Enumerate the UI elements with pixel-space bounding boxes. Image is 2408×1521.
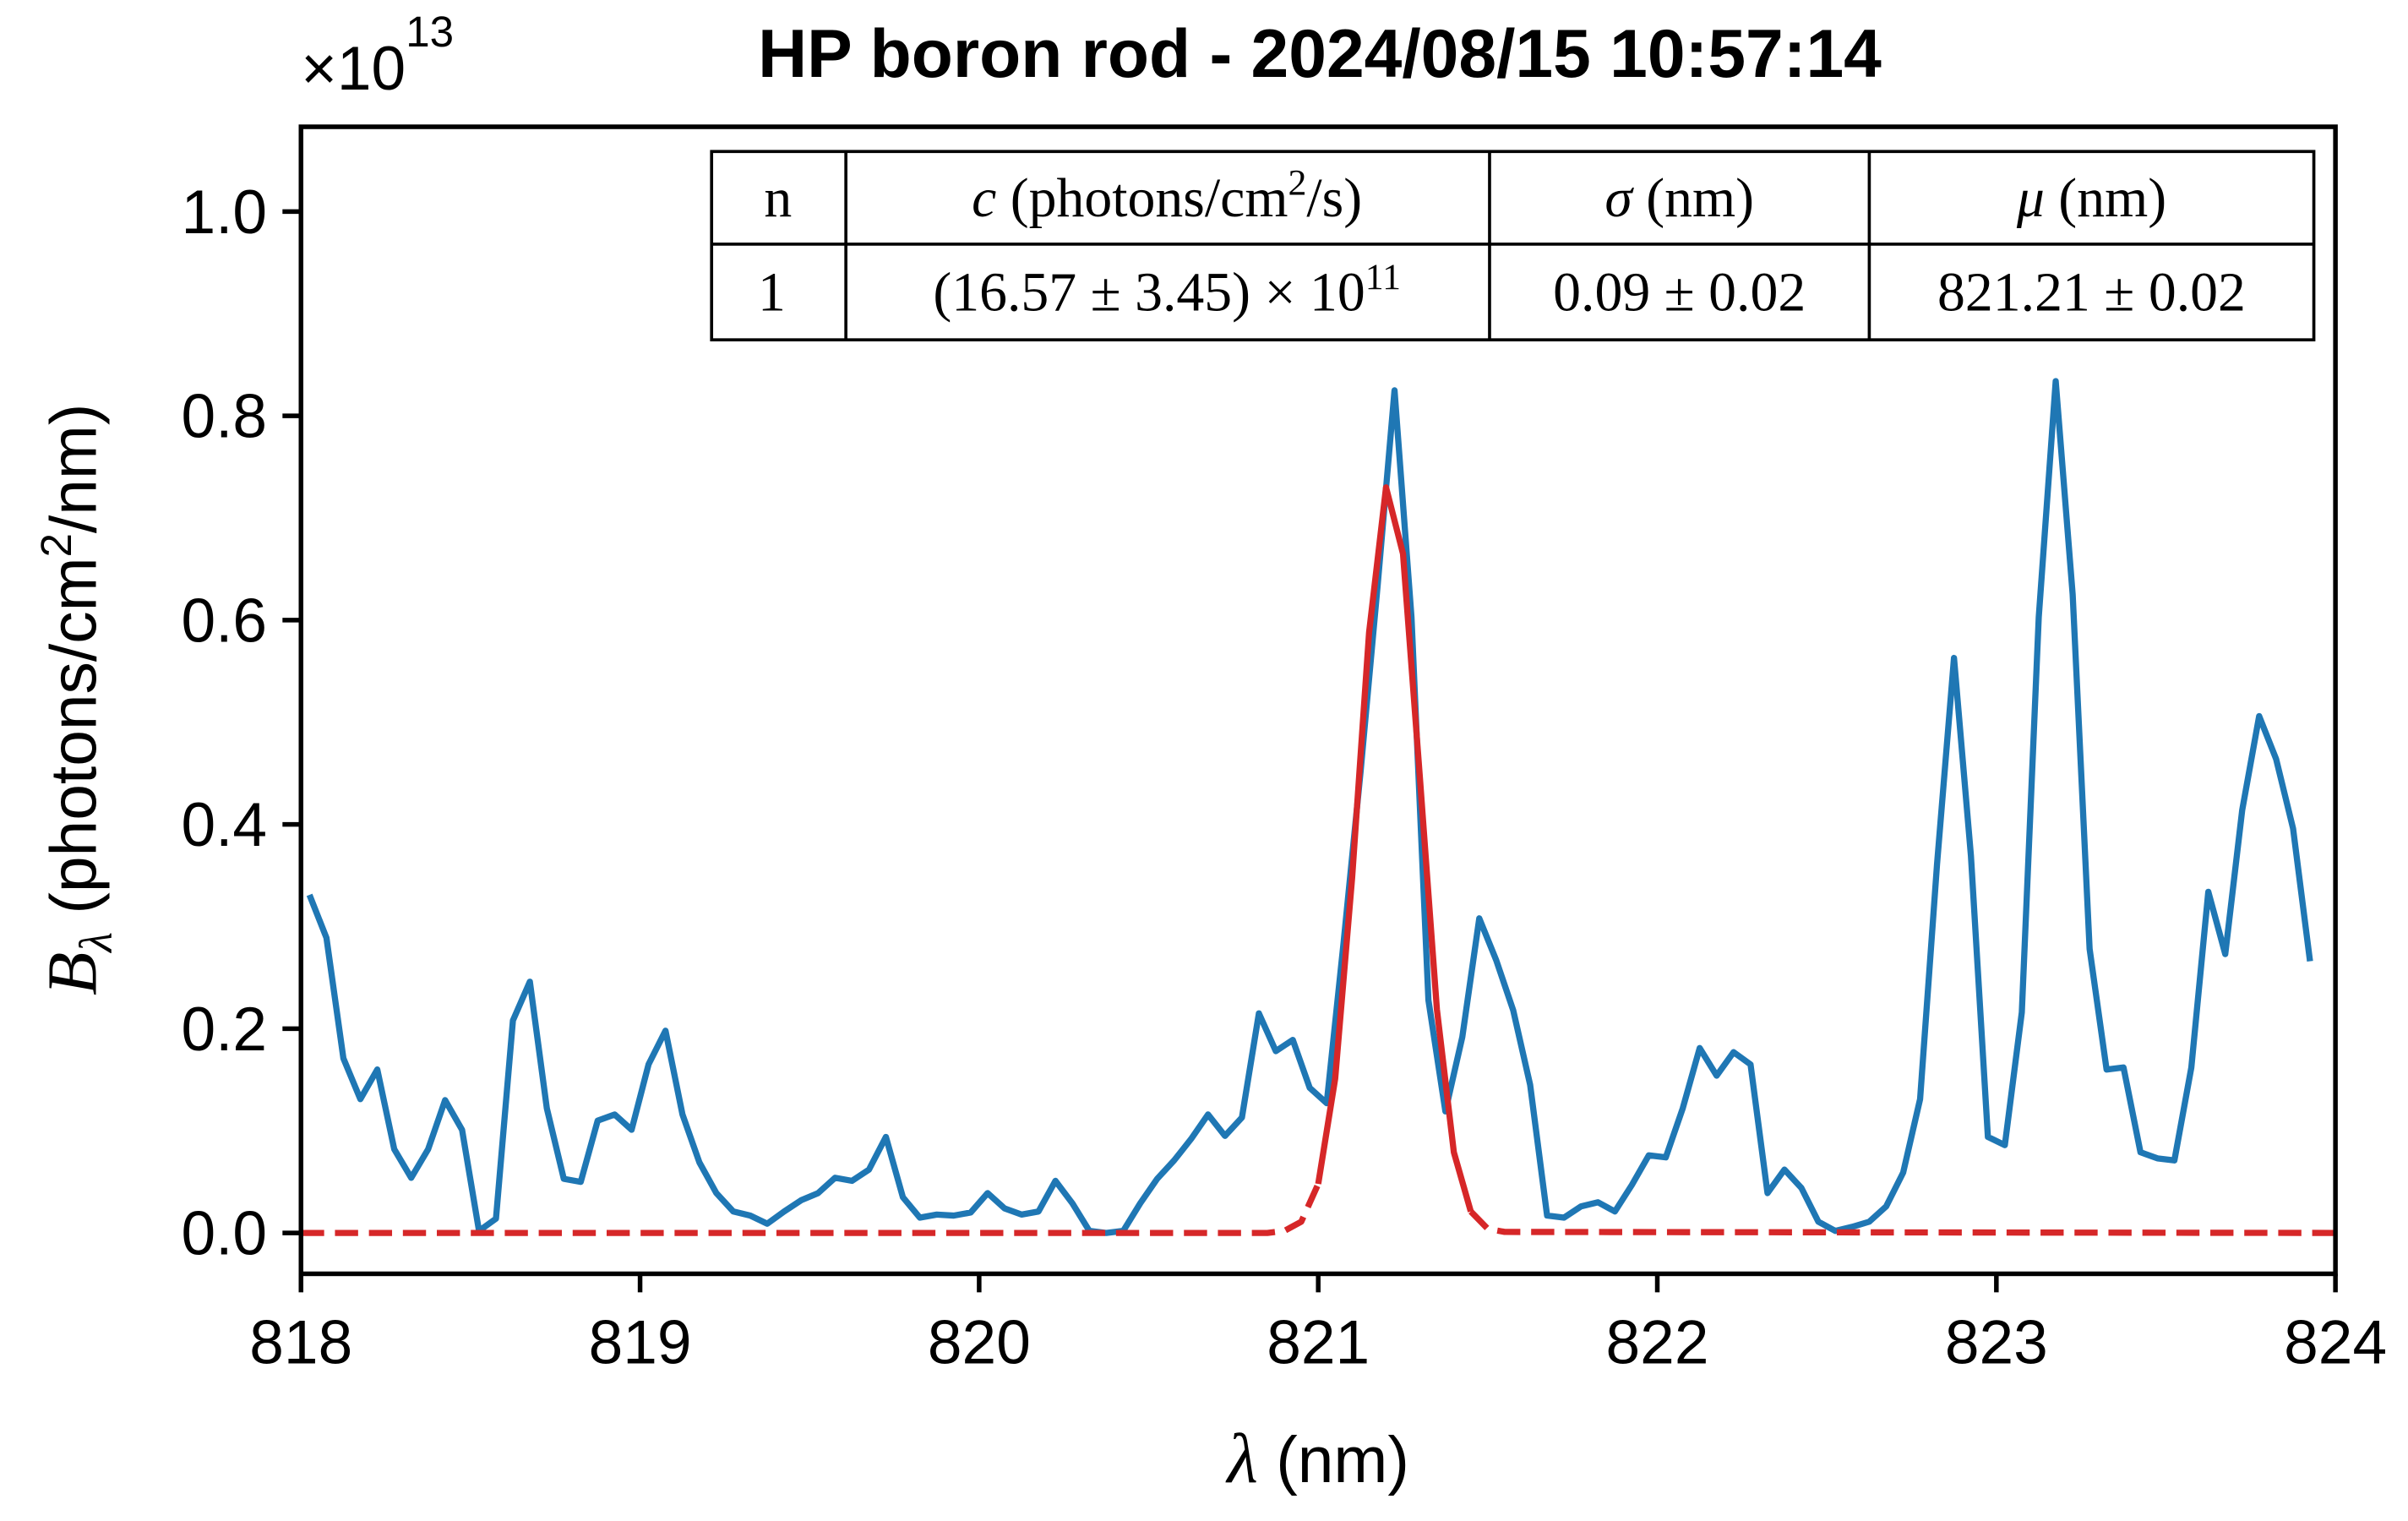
table-header: μ (nm) [2016, 167, 2166, 229]
series-line [1315, 484, 1474, 1213]
x-label-unit: (nm) [1258, 1425, 1409, 1496]
axes-frame [298, 124, 2338, 1277]
table-cell: 0.09 ± 0.02 [1553, 261, 1806, 323]
cell-main: (16.57 ± 3.45) × 10 [933, 261, 1365, 323]
y-tick-label: 1.0 [181, 178, 267, 247]
header-symbol: σ [1604, 167, 1634, 229]
y-label-symbol: B [33, 952, 112, 995]
header-symbol: c [972, 167, 996, 229]
series-line [301, 1182, 2336, 1236]
y-tick-label: 0.6 [181, 586, 267, 655]
header-symbol: μ [2016, 167, 2045, 229]
y-offset: ×1013 [301, 8, 454, 103]
series-line [306, 378, 2313, 1236]
table-cell: 1 [758, 261, 786, 323]
header-sup: 2 [1288, 162, 1306, 203]
y-label-sup: 2 [32, 533, 80, 557]
table-header: c (photons/cm2/s) [972, 162, 1362, 229]
x-tick-label: 823 [1945, 1308, 2048, 1377]
x-tick-label: 822 [1606, 1308, 1709, 1377]
y-tick-label: 0.0 [181, 1200, 267, 1268]
y-offset-exponent: 13 [406, 8, 454, 56]
x-label-symbol: λ [1224, 1420, 1257, 1498]
table-header: n [764, 167, 792, 229]
table-cell: 821.21 ± 0.02 [1937, 261, 2246, 323]
x-tick-label: 821 [1267, 1308, 1370, 1377]
chart-title: HP boron rod - 2024/08/15 10:57:14 [758, 16, 1882, 92]
y-tick-label: 0.2 [181, 995, 267, 1064]
y-label-subscript: λ [70, 932, 122, 954]
fit-table: n c (photons/cm2/s) σ (nm) μ (nm) 1 (16.… [710, 150, 2316, 341]
x-axis-label: λ (nm) [1224, 1420, 1408, 1498]
x-tick-label: 818 [249, 1308, 352, 1377]
cell-sup: 11 [1365, 257, 1401, 297]
header-unit: (nm) [1632, 167, 1754, 229]
y-label-unit: (photons/cm [38, 558, 110, 932]
x-tick-label: 824 [2284, 1308, 2387, 1377]
header-unit: (nm) [2045, 167, 2166, 229]
table-cell: (16.57 ± 3.45) × 1011 [933, 257, 1401, 324]
y-axis-label: Bλ (photons/cm2/nm) [32, 404, 122, 995]
y-label-tail: /nm) [38, 404, 110, 533]
y-offset-base: ×10 [301, 35, 406, 103]
x-tick-label: 819 [589, 1308, 692, 1377]
y-tick-label: 0.8 [181, 383, 267, 451]
x-tick-label: 820 [928, 1308, 1031, 1377]
header-unit: (photons/cm [996, 167, 1288, 229]
table-header: σ (nm) [1604, 167, 1754, 229]
y-tick-label: 0.4 [181, 791, 267, 859]
plot-area: 818 819 820 821 822 823 824 0.0 0.2 0.4 0.6 0.8 1.0 [181, 124, 2387, 1377]
header-tail: /s) [1306, 167, 1362, 229]
